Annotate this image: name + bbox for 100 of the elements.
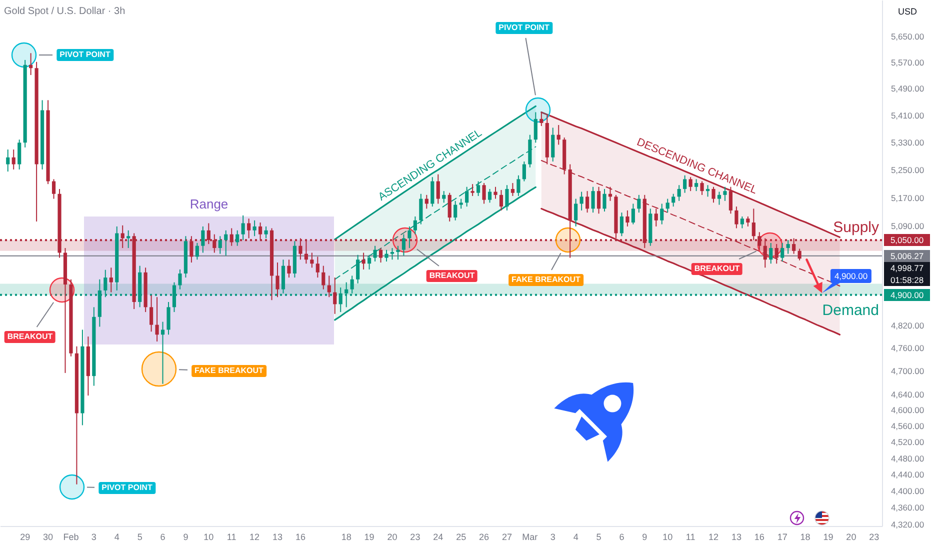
x-tick-label: Feb [63,532,79,542]
annotation: 4,900.00 [830,269,872,283]
x-tick-label: 27 [502,532,512,542]
candlestick [367,254,372,270]
y-tick-label: 4,360.00 [890,502,924,513]
x-tick-label: 4 [114,532,120,542]
annotation: PIVOT POINT [496,22,552,34]
y-tick-label: 5,330.00 [890,137,924,148]
y-tick-label: 4,400.00 [890,486,924,496]
candlestick [396,245,400,260]
y-tick-label: 5,650.00 [890,31,924,42]
band-label: Range [190,196,228,212]
text: 4,998.77 [884,262,930,274]
x-tick-label: 19 [823,532,834,542]
candlestick [746,216,750,227]
candlestick [637,194,641,214]
candlestick [683,174,687,194]
x-tick-label: 5 [596,532,602,542]
candlestick [672,193,676,208]
candlestick [126,230,130,249]
x-tick-label: 5 [137,532,142,542]
annotation: FAKE BREAKOUT [192,365,266,377]
candlestick [333,277,337,314]
y-tick-label: 5,170.00 [890,192,924,203]
candlestick [6,149,10,172]
candlestick [580,191,584,211]
candlestick [384,249,388,262]
candlestick [310,252,314,268]
candlestick [201,226,205,254]
candlestick [362,252,366,270]
candlestick [654,208,658,227]
band-label: Demand [822,302,879,319]
annotation: BREAKOUT [691,263,743,275]
candlestick [390,248,394,260]
x-tick-label: 26 [479,532,490,542]
candlestick [155,296,159,342]
candlestick [774,244,778,264]
candlestick [12,149,16,170]
y-tick-label: 5,250.00 [890,164,924,175]
candlestick [620,212,624,237]
text: 01:58:28 [884,274,930,286]
y-tick-label: 4,320.00 [890,519,924,530]
y-tick-label: 4,700.00 [890,366,924,376]
candlestick [322,265,326,290]
candlestick [470,184,474,196]
candlestick [218,236,222,254]
ref-line-label: 5,050.00 [884,234,930,246]
candlestick [482,182,486,204]
y-tick-label: 5,090.00 [890,221,924,232]
candlestick [436,174,440,204]
x-tick-label: 9 [183,532,188,542]
x-tick-label: 9 [642,532,648,542]
candlestick [413,216,417,235]
candlestick [224,230,228,256]
x-tick-label: 25 [456,532,466,542]
candlestick [442,190,446,204]
candlestick [109,267,113,293]
candlestick [626,210,630,227]
candlestick [459,198,463,210]
x-tick-label: 11 [686,532,696,542]
x-tick-label: Mar [522,532,538,542]
x-tick-label: 24 [433,532,444,542]
candlestick [402,234,406,256]
candlestick [551,127,555,162]
candlestick [465,186,469,208]
candlestick [780,242,784,262]
candlestick [408,226,412,249]
candlestick [522,161,526,182]
y-tick-label: 4,640.00 [890,389,924,400]
x-tick-label: 11 [226,532,236,542]
x-tick-label: 13 [272,532,283,542]
candlestick [534,112,538,144]
candlestick [734,206,738,229]
candlestick [769,242,773,264]
candlestick [281,259,286,294]
candlestick [287,259,291,278]
x-tick-label: 12 [250,532,260,542]
annotation: PIVOT POINT [98,482,156,494]
candlestick [166,301,170,336]
candlestick [602,188,606,212]
candlestick [666,198,670,214]
annotation: FAKE BREAKOUT [508,274,584,286]
ref-line-label: 5,006.27 [884,250,930,262]
candlestick [740,216,744,229]
x-tick-label: 13 [731,532,742,542]
x-tick-label: 30 [43,532,54,542]
candlestick [488,188,492,204]
candlestick [706,184,710,198]
candlestick [585,190,590,214]
x-tick-label: 18 [800,532,810,542]
x-tick-label: 10 [662,532,673,542]
x-tick-label: 6 [160,532,166,542]
y-tick-label: 5,570.00 [890,57,924,68]
annotation: BREAKOUT [4,331,56,343]
x-tick-label: 19 [364,532,374,542]
candlestick [798,248,802,261]
y-tick-label: 4,560.00 [890,421,924,432]
candlestick [448,192,452,222]
text: Gold Spot / U.S. Dollar · 3h [4,6,126,17]
candlestick [338,286,342,313]
